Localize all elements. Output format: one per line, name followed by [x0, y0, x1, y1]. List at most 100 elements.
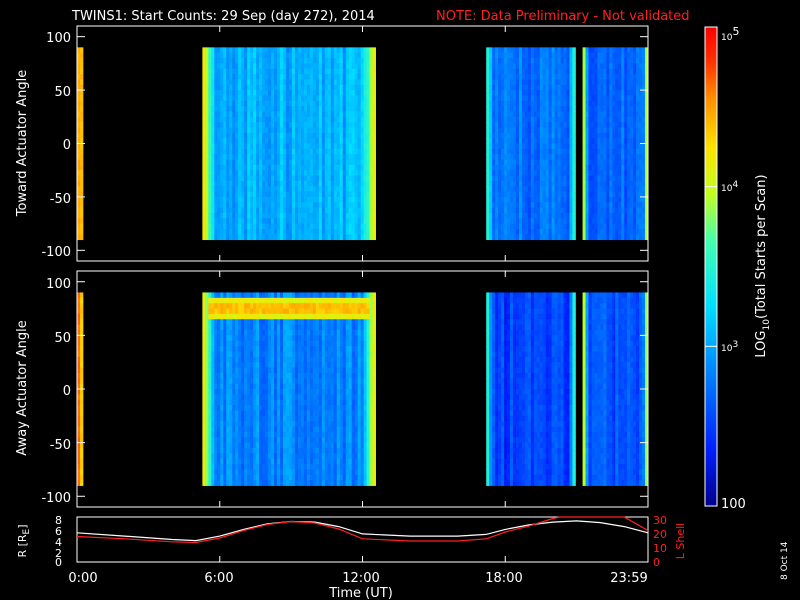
heatmap-cell	[208, 207, 212, 214]
heatmap-cell	[265, 319, 269, 326]
heatmap-cell	[615, 100, 619, 107]
heatmap-cell	[205, 372, 209, 379]
heatmap-cell	[369, 106, 373, 112]
heatmap-cell	[79, 111, 84, 118]
heatmap-cell	[354, 95, 359, 102]
heatmap-cell	[324, 196, 329, 203]
heatmap-cell	[486, 191, 490, 198]
heatmap-cell	[504, 95, 508, 102]
heatmap-cell	[253, 138, 257, 144]
heatmap-cell	[366, 164, 371, 171]
heatmap-cell	[235, 186, 239, 192]
heatmap-cell	[639, 84, 643, 91]
heatmap-cell	[294, 47, 299, 54]
heatmap-cell	[250, 186, 254, 192]
heatmap-cell	[211, 431, 215, 438]
heatmap-cell	[533, 106, 538, 112]
heatmap-cell	[524, 84, 529, 91]
heatmap-cell	[324, 95, 329, 102]
heatmap-cell	[262, 148, 266, 155]
heatmap-cell	[229, 164, 233, 171]
heatmap-cell	[603, 95, 607, 102]
heatmap-cell	[630, 95, 634, 102]
heatmap-cell	[372, 68, 376, 75]
heatmap-cell	[498, 191, 502, 198]
heatmap-cell	[297, 47, 302, 54]
heatmap-cell	[238, 426, 242, 433]
heatmap-cell	[569, 100, 573, 107]
heatmap-cell	[512, 74, 517, 80]
heatmap-cell	[606, 100, 610, 107]
heatmap-cell	[262, 228, 266, 235]
heatmap-cell	[250, 448, 254, 454]
heatmap-cell	[280, 63, 284, 70]
heatmap-cell	[563, 74, 567, 80]
heatmap-cell	[229, 202, 233, 208]
heatmap-cell	[372, 100, 376, 107]
heatmap-cell	[518, 116, 523, 123]
heatmap-cell	[211, 170, 215, 176]
heatmap-cell	[265, 308, 269, 315]
heatmap-cell	[253, 127, 257, 134]
heatmap-cell	[588, 132, 592, 139]
heatmap-cell	[636, 218, 640, 225]
heatmap-cell	[572, 116, 576, 123]
heatmap-cell	[606, 84, 610, 91]
heatmap-cell	[274, 351, 278, 358]
heatmap-cell	[339, 79, 344, 86]
heatmap-cell	[498, 143, 502, 150]
heatmap-cell	[515, 202, 520, 208]
heatmap-cell	[77, 442, 81, 449]
heatmap-cell	[330, 196, 335, 203]
heatmap-cell	[211, 164, 215, 171]
heatmap-cell	[247, 138, 251, 144]
heatmap-cell	[77, 378, 81, 385]
heatmap-cell	[518, 122, 523, 128]
heatmap-cell	[315, 186, 320, 192]
heatmap-cell	[624, 74, 628, 80]
heatmap-cell	[312, 228, 317, 235]
heatmap-cell	[518, 106, 523, 112]
heatmap-cell	[512, 143, 517, 150]
heatmap-cell	[288, 207, 293, 214]
heatmap-cell	[369, 90, 373, 96]
heatmap-cell	[288, 191, 293, 198]
heatmap-cell	[360, 207, 365, 214]
heatmap-cell	[603, 63, 607, 70]
heatmap-cell	[495, 132, 499, 139]
heatmap-cell	[318, 74, 323, 80]
heatmap-cell	[366, 111, 371, 118]
heatmap-cell	[351, 159, 356, 166]
heatmap-cell	[235, 100, 239, 107]
heatmap-cell	[618, 127, 622, 134]
heatmap-cell	[235, 111, 239, 118]
heatmap-cell	[265, 90, 269, 96]
heatmap-cell	[336, 154, 341, 160]
heatmap-cell	[271, 410, 275, 417]
heatmap-cell	[205, 330, 209, 336]
heatmap-cell	[366, 79, 371, 86]
heatmap-cell	[351, 207, 356, 214]
heatmap-cell	[560, 58, 564, 64]
heatmap-cell	[286, 58, 290, 64]
heatmap-cell	[572, 164, 576, 171]
heatmap-cell	[597, 111, 601, 118]
heatmap-cell	[238, 79, 242, 86]
heatmap-cell	[315, 218, 320, 225]
heatmap-cell	[217, 319, 221, 326]
heatmap-cell	[504, 202, 508, 208]
heatmap-cell	[256, 138, 260, 144]
heatmap-cell	[510, 116, 514, 123]
heatmap-cell	[262, 122, 266, 128]
heatmap-cell	[238, 228, 242, 235]
heatmap-cell	[324, 74, 329, 80]
heatmap-cell	[363, 95, 368, 102]
heatmap-cell	[633, 196, 637, 203]
heatmap-cell	[639, 111, 643, 118]
heatmap-cell	[627, 122, 631, 128]
heatmap-cell	[324, 68, 329, 75]
heatmap-cell	[569, 170, 573, 176]
heatmap-cell	[327, 154, 332, 160]
heatmap-cell	[354, 63, 359, 70]
heatmap-cell	[560, 132, 564, 139]
